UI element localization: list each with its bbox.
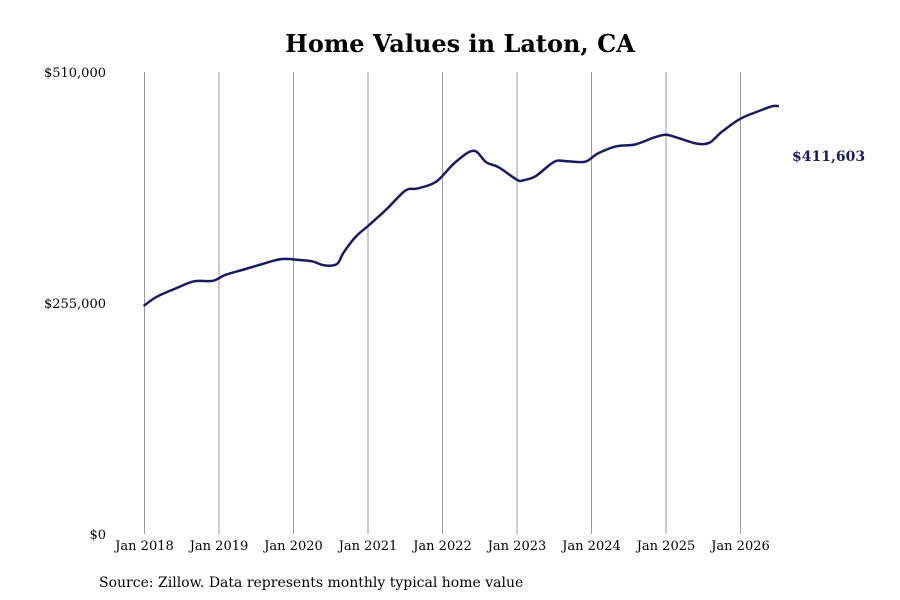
chart-title: Home Values in Laton, CA xyxy=(285,29,635,58)
y-axis-ticks: $0 $255,000 $510,000 xyxy=(44,66,106,543)
x-tick-label: Jan 2023 xyxy=(486,539,547,554)
source-note: Source: Zillow. Data represents monthly … xyxy=(99,575,523,591)
x-tick-label: Jan 2020 xyxy=(262,539,323,554)
series-line-home-value xyxy=(143,104,780,307)
x-tick-label: Jan 2024 xyxy=(560,539,621,554)
x-tick-label: Jan 2021 xyxy=(337,539,398,554)
gridlines xyxy=(144,72,741,534)
y-tick-label: $510,000 xyxy=(44,66,106,81)
x-axis-ticks: Jan 2018 Jan 2019 Jan 2020 Jan 2021 Jan 2022… xyxy=(113,539,770,554)
x-tick-label: Jan 2019 xyxy=(188,539,249,554)
y-tick-label: $0 xyxy=(89,528,106,543)
x-tick-label: Jan 2018 xyxy=(113,539,174,554)
y-tick-label: $255,000 xyxy=(44,297,106,312)
x-tick-label: Jan 2022 xyxy=(411,539,472,554)
end-value-label: $411,603 xyxy=(792,149,865,165)
x-tick-label: Jan 2026 xyxy=(709,539,770,554)
x-tick-label: Jan 2025 xyxy=(635,539,696,554)
